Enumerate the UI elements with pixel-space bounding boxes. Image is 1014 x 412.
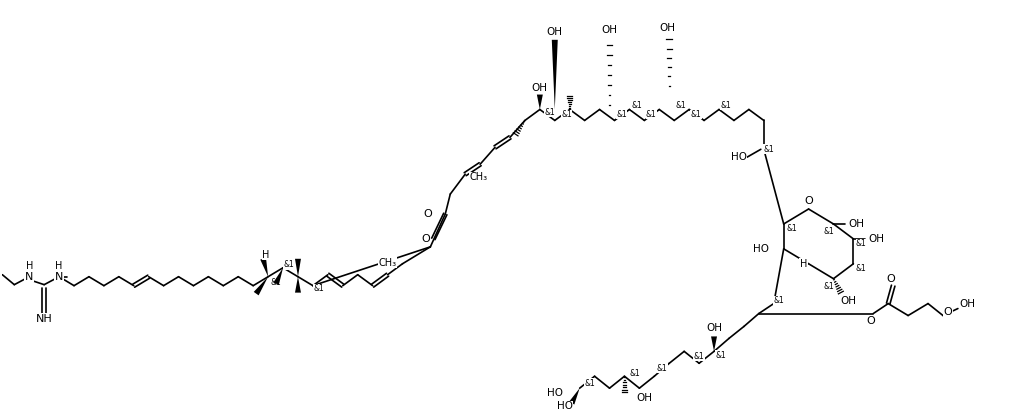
Text: &1: &1: [284, 260, 294, 269]
Text: &1: &1: [721, 101, 731, 110]
Polygon shape: [274, 268, 283, 285]
Polygon shape: [254, 277, 268, 295]
Text: OH: OH: [637, 393, 652, 403]
Text: CH₃: CH₃: [469, 172, 487, 182]
Text: HO: HO: [731, 152, 747, 162]
Text: HO: HO: [557, 401, 573, 411]
Text: OH: OH: [532, 82, 548, 93]
Text: OH: OH: [547, 27, 563, 37]
Text: OH: OH: [849, 219, 864, 229]
Text: O: O: [944, 307, 952, 316]
Text: O: O: [421, 234, 430, 244]
Text: &1: &1: [545, 108, 556, 117]
Text: OH: OH: [868, 234, 884, 244]
Text: CH₃: CH₃: [378, 258, 396, 268]
Text: &1: &1: [786, 225, 797, 234]
Polygon shape: [552, 40, 558, 110]
Text: O: O: [804, 196, 813, 206]
Text: &1: &1: [631, 101, 642, 110]
Text: OH: OH: [601, 25, 618, 35]
Text: OH: OH: [960, 299, 975, 309]
Text: H: H: [56, 261, 63, 271]
Text: NH: NH: [35, 314, 53, 323]
Polygon shape: [261, 258, 268, 277]
Text: &1: &1: [584, 379, 595, 388]
Text: HO: HO: [752, 244, 769, 254]
Text: &1: &1: [774, 296, 784, 305]
Text: &1: &1: [675, 101, 686, 110]
Text: N: N: [25, 272, 33, 282]
Text: O: O: [866, 316, 875, 326]
Text: &1: &1: [617, 110, 627, 119]
Polygon shape: [295, 277, 301, 293]
Text: OH: OH: [659, 23, 675, 33]
Text: O: O: [423, 209, 432, 219]
Text: &1: &1: [694, 352, 705, 361]
Text: &1: &1: [646, 110, 657, 119]
Text: &1: &1: [823, 227, 834, 236]
Text: N: N: [55, 272, 63, 282]
Text: &1: &1: [856, 264, 867, 273]
Text: OH: OH: [706, 323, 722, 333]
Text: O: O: [887, 274, 895, 284]
Polygon shape: [569, 388, 580, 405]
Text: &1: &1: [271, 278, 282, 287]
Text: &1: &1: [823, 282, 834, 291]
Text: &1: &1: [691, 110, 702, 119]
Text: &1: &1: [856, 239, 867, 248]
Polygon shape: [536, 95, 542, 110]
Text: H: H: [25, 261, 32, 271]
Text: &1: &1: [562, 110, 572, 119]
Text: H: H: [263, 250, 270, 260]
Text: &1: &1: [629, 369, 640, 378]
Text: &1: &1: [764, 145, 774, 154]
Polygon shape: [295, 259, 301, 277]
Polygon shape: [711, 337, 717, 351]
Text: HO: HO: [547, 388, 563, 398]
Text: &1: &1: [716, 351, 726, 360]
Text: &1: &1: [313, 284, 324, 293]
Text: H: H: [800, 259, 807, 269]
Text: OH: OH: [841, 295, 857, 306]
Text: &1: &1: [657, 364, 667, 373]
